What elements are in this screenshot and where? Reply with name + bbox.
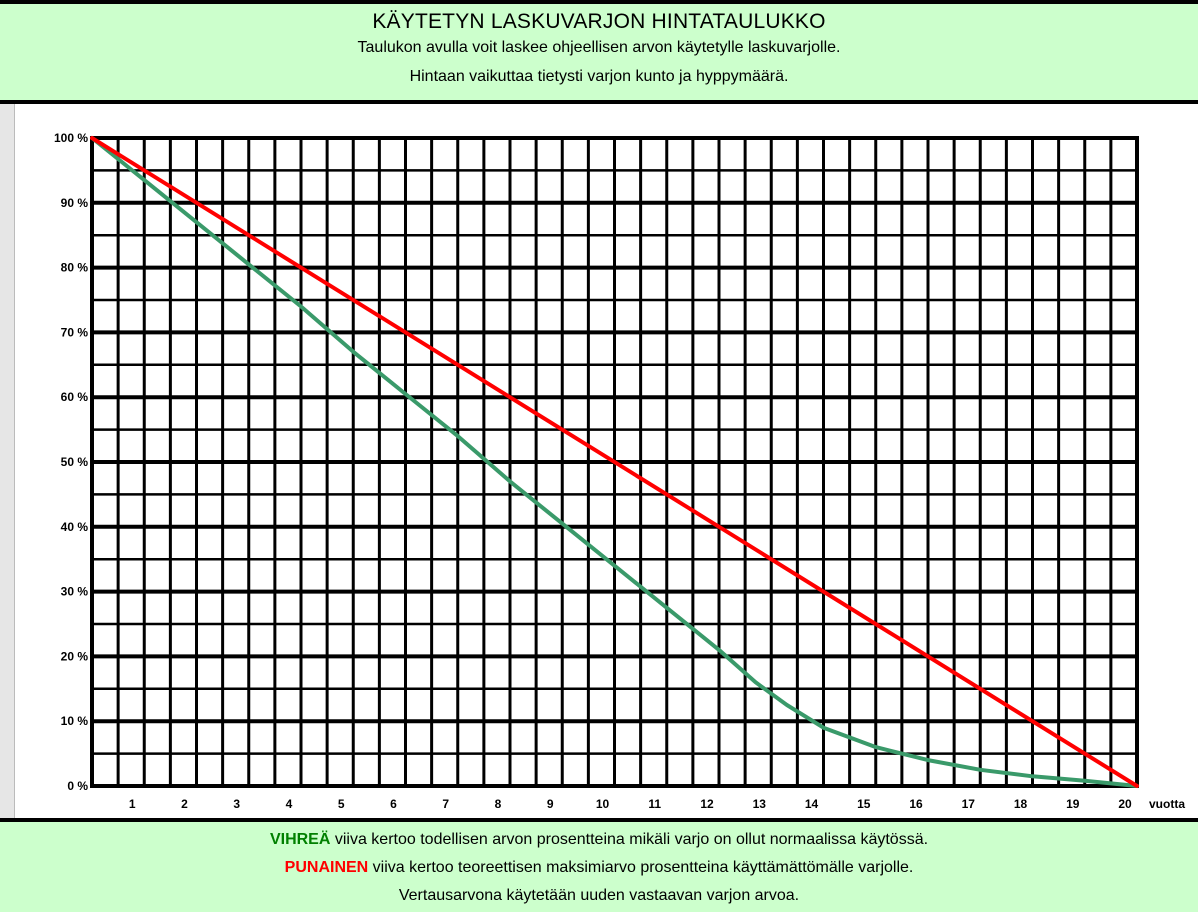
- y-tick-label: 60 %: [61, 390, 89, 404]
- y-tick-label: 30 %: [61, 585, 89, 599]
- header-subtitle-1: Taulukon avulla voit laskee ohjeellisen …: [357, 39, 841, 56]
- x-tick-label: 10: [596, 797, 610, 811]
- sheet-left-edge: [0, 104, 15, 820]
- y-tick-label: 20 %: [61, 649, 89, 663]
- y-tick-label: 50 %: [61, 455, 89, 469]
- y-tick-label: 80 %: [61, 261, 89, 275]
- x-tick-label: 19: [1066, 797, 1080, 811]
- x-tick-label: 18: [1014, 797, 1028, 811]
- x-tick-label: 6: [390, 797, 397, 811]
- plot-border: [90, 136, 1139, 788]
- x-tick-label: 16: [909, 797, 923, 811]
- x-tick-label: 17: [962, 797, 976, 811]
- y-tick-label: 40 %: [61, 520, 89, 534]
- x-tick-label: 20: [1118, 797, 1132, 811]
- header-banner: KÄYTETYN LASKUVARJON HINTATAULUKKO Taulu…: [0, 0, 1198, 104]
- x-tick-label: 8: [495, 797, 502, 811]
- x-tick-label: 4: [286, 797, 293, 811]
- legend-red-text: viiva kertoo teoreettisen maksimiarvo pr…: [368, 859, 914, 876]
- legend-red-line: PUNAINEN viiva kertoo teoreettisen maksi…: [0, 857, 1198, 878]
- x-tick-label: 12: [700, 797, 714, 811]
- header-subtitle-2: Hintaan vaikuttaa tietysti varjon kunto …: [409, 68, 789, 85]
- x-tick-label: 7: [442, 797, 449, 811]
- x-tick-label: 1: [129, 797, 136, 811]
- y-tick-label: 100 %: [54, 131, 88, 145]
- y-tick-label: 90 %: [61, 196, 89, 210]
- footer-legend: VIHREÄ viiva kertoo todellisen arvon pro…: [0, 818, 1198, 912]
- x-tick-label: 11: [648, 797, 661, 811]
- x-tick-label: 13: [753, 797, 767, 811]
- page-title: KÄYTETYN LASKUVARJON HINTATAULUKKO: [372, 10, 826, 33]
- x-axis-label: vuotta: [1149, 797, 1185, 811]
- depreciation-chart: 0 % 10 % 20 % 30 % 40 % 50 % 60 % 70 % 80 % 90 % 1…: [54, 131, 1185, 811]
- y-tick-label: 10 %: [61, 714, 89, 728]
- legend-green-text: viiva kertoo todellisen arvon prosenttei…: [330, 831, 929, 848]
- chart-area: 0 % 10 % 20 % 30 % 40 % 50 % 60 % 70 % 80 % 90 % 1…: [15, 104, 1198, 820]
- legend-red-word: PUNAINEN: [284, 859, 369, 876]
- x-tick-label: 9: [547, 797, 554, 811]
- y-tick-label: 70 %: [61, 325, 89, 339]
- legend-green-line: VIHREÄ viiva kertoo todellisen arvon pro…: [0, 829, 1198, 850]
- red-series-line: [90, 136, 1139, 788]
- x-tick-label: 3: [233, 797, 240, 811]
- y-tick-label: 0 %: [67, 779, 88, 793]
- x-tick-label: 2: [181, 797, 188, 811]
- green-series-line: [90, 136, 1139, 788]
- legend-green-word: VIHREÄ: [269, 831, 331, 848]
- x-tick-label: 14: [805, 797, 819, 811]
- legend-note: Vertausarvona käytetään uuden vastaavan …: [398, 887, 800, 904]
- x-tick-label: 5: [338, 797, 345, 811]
- x-tick-label: 15: [857, 797, 871, 811]
